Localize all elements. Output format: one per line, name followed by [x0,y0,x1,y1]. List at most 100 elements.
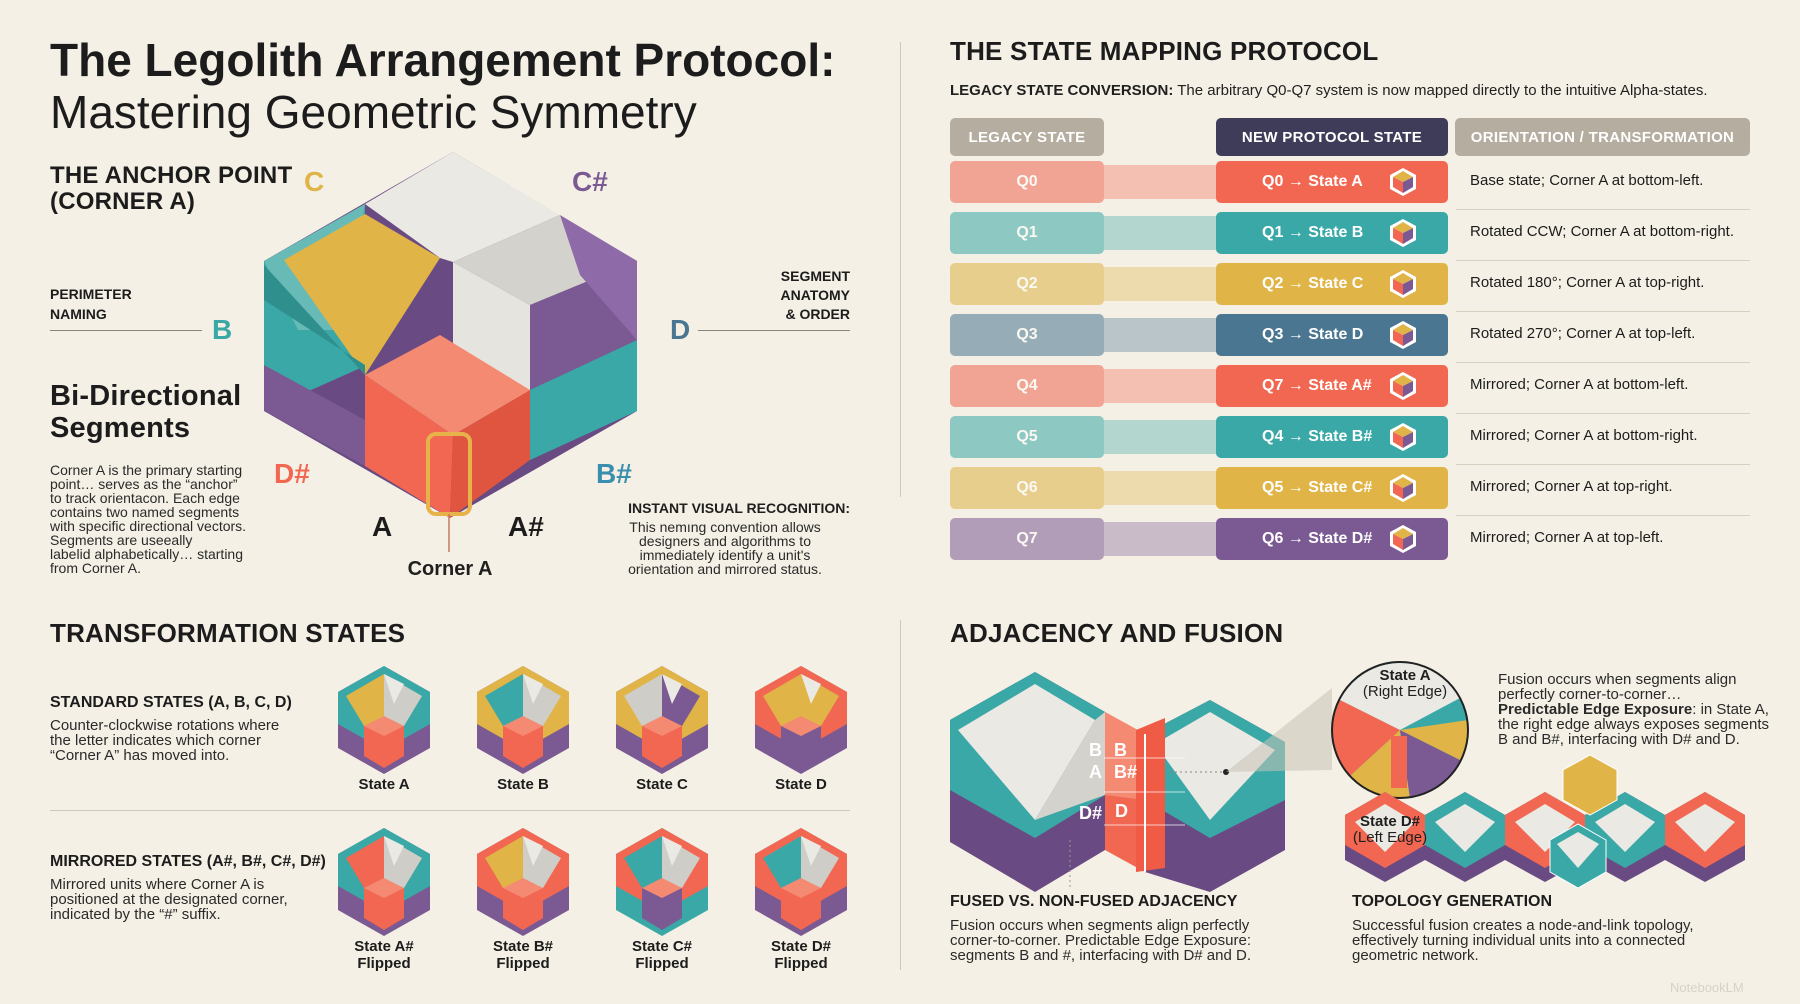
mapping-subtitle: LEGACY STATE CONVERSION: The arbitrary Q… [950,82,1708,99]
orientation-desc: Mirrored; Corner A at top-right. [1470,478,1673,495]
standard-title: STANDARD STATES (A, B, C, D) [50,694,292,711]
cube-icon [1390,372,1416,400]
standard-body: Counter-clockwise rotations where the let… [50,717,280,764]
fusion-right-text: Fusion occurs when segments align perfect… [1498,671,1769,748]
state-caption: State D# Flipped [770,938,832,972]
new-state-pill: Q6 → State D# [1216,518,1448,560]
state-hex-icon [755,828,847,936]
mapping-band [1104,165,1216,199]
mapping-band [1104,522,1216,556]
corner-a-label: Corner A [407,558,493,580]
mirrored-title: MIRRORED STATES (A#, B#, C#, D#) [50,853,326,870]
label-C-sharp: C# [572,166,608,197]
mapping-band [1104,318,1216,352]
label-D-sharp: D# [274,458,310,489]
row-divider [1456,515,1750,516]
legacy-state-pill: Q5 [950,416,1104,458]
mapping-title: THE STATE MAPPING PROTOCOL [950,36,1379,66]
label-B: B [212,314,233,345]
legacy-state-pill: Q1 [950,212,1104,254]
legacy-state-pill: Q3 [950,314,1104,356]
legacy-state-pill: Q7 [950,518,1104,560]
orientation-desc: Mirrored; Corner A at bottom-right. [1470,427,1698,444]
segment-label-1: SEGMENT [780,268,850,284]
mapping-band [1104,471,1216,505]
state-hex-icon [755,666,847,774]
page-title: The Legolith Arrangement Protocol: [50,34,836,86]
fusion-title: ADJACENCY AND FUSION [950,618,1284,648]
state-caption: State C [636,776,688,793]
mapping-band [1104,267,1216,301]
label-D: D [670,314,691,345]
new-state-pill: Q4 → State B# [1216,416,1448,458]
state-hex-icon [338,666,430,774]
label-A: A [372,511,393,542]
cube-icon [1390,474,1416,502]
row-divider [1456,464,1750,465]
anchor-title-2: (CORNER A) [50,188,196,215]
header-orientation: ORIENTATION / TRANSFORMATION [1455,118,1750,156]
label-B-sharp: B# [596,458,632,489]
zoom-bottom-label: State D# (Left Edge) [1352,813,1428,846]
topology-title: TOPOLOGY GENERATION [1352,893,1553,910]
segment-label-3: & ORDER [785,306,850,322]
topology-body: Successful fusion creates a node-and-lin… [1352,917,1694,964]
fusion-diagram [950,661,1745,892]
transform-divider [50,810,850,811]
label-A-sharp: A# [508,511,544,542]
state-caption: State B [497,776,549,793]
row-divider [1456,209,1750,210]
mirrored-body: Mirrored units where Corner A is position… [50,876,288,923]
perimeter-label-2: NAMING [50,306,107,322]
mapping-band [1104,369,1216,403]
cube-icon [1390,270,1416,298]
orientation-desc: Rotated 180°; Corner A at top-right. [1470,274,1705,291]
segment-label: B# [1114,762,1138,782]
state-caption: State C# Flipped [631,938,693,972]
legacy-state-pill: Q2 [950,263,1104,305]
legacy-state-pill: Q4 [950,365,1104,407]
segment-label: A [1089,762,1102,782]
cube-icon [1390,423,1416,451]
cube-icon [1390,219,1416,247]
perimeter-label-1: PERIMETER [50,286,132,302]
label-C: C [304,166,325,197]
cube-icon [1390,168,1416,196]
state-hex-icon [477,666,569,774]
transform-title: TRANSFORMATION STATES [50,618,406,648]
orientation-desc: Rotated 270°; Corner A at top-left. [1470,325,1696,342]
divider-vertical-bottom [900,620,901,970]
divider-vertical-top [900,42,901,497]
new-state-pill: Q2 → State C [1216,263,1448,305]
state-caption: State D [775,776,827,793]
row-divider [1456,413,1750,414]
state-caption: State A [358,776,410,793]
anchor-hex-diagram [264,152,637,552]
orientation-desc: Rotated CCW; Corner A at bottom-right. [1470,223,1735,240]
bidir-title-2: Segments [50,412,191,444]
anchor-title-1: THE ANCHOR POINT [50,162,293,189]
row-divider [1456,260,1750,261]
state-hex-icon [616,666,708,774]
state-caption: State A# Flipped [354,938,414,972]
segment-line [698,330,850,331]
page-subtitle: Mastering Geometric Symmetry [50,86,697,138]
new-state-pill: Q3 → State D [1216,314,1448,356]
fused-title: FUSED VS. NON-FUSED ADJACENCY [950,893,1238,910]
legacy-state-pill: Q6 [950,467,1104,509]
state-hex-icon [616,828,708,936]
orientation-desc: Base state; Corner A at bottom-left. [1470,172,1704,189]
new-state-pill: Q7 → State A# [1216,365,1448,407]
legacy-state-pill: Q0 [950,161,1104,203]
segment-label: D [1115,801,1128,821]
state-caption: State B# Flipped [492,938,554,972]
bidir-body: Corner A is the primary starting point… s… [50,462,247,576]
new-state-pill: Q0 → State A [1216,161,1448,203]
fused-body: Fusion occurs when segments align perfec… [950,917,1251,964]
state-hex-icon [338,828,430,936]
segment-label: D# [1079,803,1103,823]
segment-label-2: ANATOMY [780,287,850,303]
instant-title: INSTANT VISUAL RECOGNITION: [628,500,850,516]
cube-icon [1390,525,1416,553]
orientation-desc: Mirrored; Corner A at bottom-left. [1470,376,1689,393]
